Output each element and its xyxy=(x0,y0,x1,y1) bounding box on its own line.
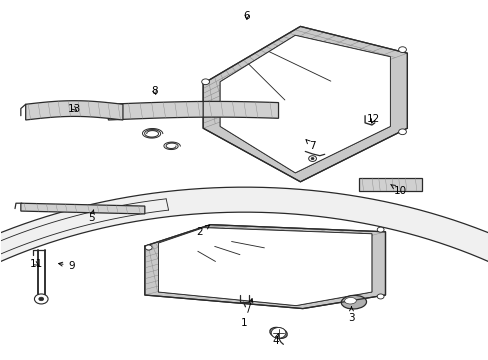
Text: 2: 2 xyxy=(196,225,209,237)
Polygon shape xyxy=(144,225,385,309)
Text: 11: 11 xyxy=(30,259,43,269)
Polygon shape xyxy=(158,228,371,306)
Text: 12: 12 xyxy=(366,114,379,124)
Polygon shape xyxy=(26,101,122,120)
Polygon shape xyxy=(0,187,488,360)
Circle shape xyxy=(34,294,48,304)
Text: 6: 6 xyxy=(243,11,250,21)
Ellipse shape xyxy=(344,297,356,304)
Circle shape xyxy=(376,294,383,299)
Polygon shape xyxy=(21,203,144,214)
Text: 1: 1 xyxy=(241,299,252,328)
Circle shape xyxy=(398,47,406,53)
Circle shape xyxy=(308,156,316,161)
Text: 10: 10 xyxy=(390,185,406,196)
Ellipse shape xyxy=(269,327,286,338)
Text: 5: 5 xyxy=(88,210,95,222)
Circle shape xyxy=(201,79,209,85)
Circle shape xyxy=(310,157,313,159)
Polygon shape xyxy=(220,35,389,173)
Polygon shape xyxy=(158,228,371,306)
Polygon shape xyxy=(203,26,407,182)
Circle shape xyxy=(398,129,406,135)
Text: 7: 7 xyxy=(305,140,315,151)
Circle shape xyxy=(145,245,152,250)
Circle shape xyxy=(39,297,43,301)
Ellipse shape xyxy=(341,295,366,309)
Circle shape xyxy=(271,328,285,338)
Text: 3: 3 xyxy=(347,307,354,323)
Text: 4: 4 xyxy=(272,333,279,346)
Polygon shape xyxy=(358,178,421,191)
Polygon shape xyxy=(220,35,389,173)
Text: 13: 13 xyxy=(67,104,81,113)
Text: 9: 9 xyxy=(59,261,75,271)
Text: 8: 8 xyxy=(151,86,158,96)
Polygon shape xyxy=(108,102,278,120)
Circle shape xyxy=(376,227,383,232)
